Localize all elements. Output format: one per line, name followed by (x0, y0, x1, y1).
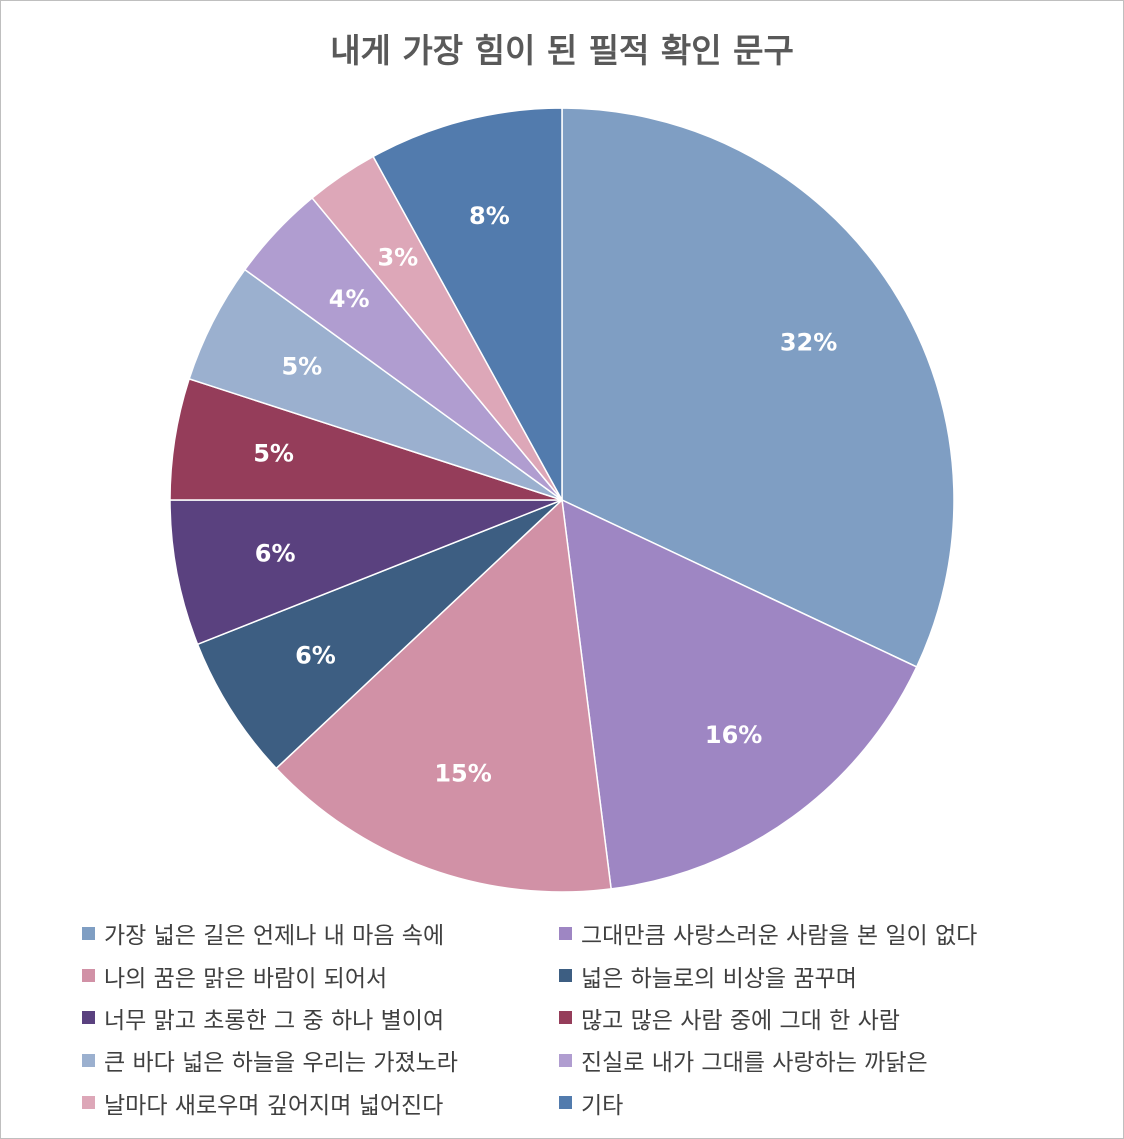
pie-slice-5 (169, 499, 563, 646)
data-label-5: 6% (255, 540, 296, 568)
data-label-1: 32% (780, 329, 837, 357)
legend-swatch (82, 1053, 95, 1067)
legend-swatch (559, 1011, 572, 1025)
legend-swatch (82, 926, 95, 940)
pie-slice-3 (275, 498, 612, 893)
chart-title: 내게 가장 힘이 된 필적 확인 문구 (330, 31, 794, 70)
legend-item-2: 그대만큼 사랑스러운 사람을 본 일이 없다 (559, 912, 1039, 954)
legend-item-6: 많고 많은 사람 중에 그대 한 사람 (559, 997, 1039, 1039)
legend-item-9: 날마다 새로우며 깊어지며 넓어진다 (82, 1082, 559, 1124)
data-label-9: 3% (377, 243, 418, 271)
data-label-4: 6% (295, 641, 336, 669)
legend-swatch (559, 1053, 572, 1067)
pie-slice-2 (561, 498, 918, 890)
legend-label: 큰 바다 넓은 하늘을 우리는 가졌노라 (104, 1050, 458, 1077)
legend-label: 그대만큼 사랑스러운 사람을 본 일이 없다 (581, 923, 978, 950)
legend-swatch (559, 969, 572, 983)
data-label-2: 16% (705, 721, 762, 749)
data-label-10: 8% (469, 202, 510, 230)
legend-swatch (82, 1096, 95, 1110)
legend-item-10: 기타 (559, 1082, 1039, 1124)
legend-item-3: 나의 꿈은 맑은 바람이 되어서 (82, 954, 559, 996)
chart-legend: 가장 넓은 길은 언제나 내 마음 속에 그대만큼 사랑스러운 사람을 본 일이 … (82, 912, 1042, 1128)
legend-label: 가장 넓은 길은 언제나 내 마음 속에 (104, 923, 445, 950)
data-label-3: 15% (434, 760, 491, 788)
legend-label: 기타 (581, 1092, 624, 1119)
legend-item-7: 큰 바다 넓은 하늘을 우리는 가졌노라 (82, 1039, 559, 1081)
legend-label: 나의 꿈은 맑은 바람이 되어서 (104, 965, 388, 992)
pie-slice-10 (372, 107, 563, 501)
legend-label: 날마다 새로우며 깊어지며 넓어진다 (104, 1092, 444, 1119)
legend-swatch (559, 1096, 572, 1110)
legend-item-4: 넓은 하늘로의 비상을 꿈꾸며 (559, 954, 1039, 996)
pie-slice-4 (196, 499, 563, 770)
legend-item-1: 가장 넓은 길은 언제나 내 마음 속에 (82, 912, 559, 954)
legend-label: 넓은 하늘로의 비상을 꿈꾸며 (581, 965, 857, 992)
data-label-8: 4% (329, 285, 370, 313)
legend-swatch (82, 1011, 95, 1025)
legend-swatch (559, 926, 572, 940)
data-label-6: 5% (253, 439, 294, 467)
pie-slice-1 (561, 107, 955, 668)
legend-label: 많고 많은 사람 중에 그대 한 사람 (581, 1007, 900, 1034)
legend-item-8: 진실로 내가 그대를 사랑하는 까닭은 (559, 1039, 1039, 1081)
legend-item-5: 너무 맑고 초롱한 그 중 하나 별이여 (82, 997, 559, 1039)
data-label-7: 5% (281, 352, 322, 380)
legend-swatch (82, 969, 95, 983)
legend-label: 진실로 내가 그대를 사랑하는 까닭은 (581, 1050, 928, 1077)
legend-label: 너무 맑고 초롱한 그 중 하나 별이여 (104, 1007, 445, 1034)
